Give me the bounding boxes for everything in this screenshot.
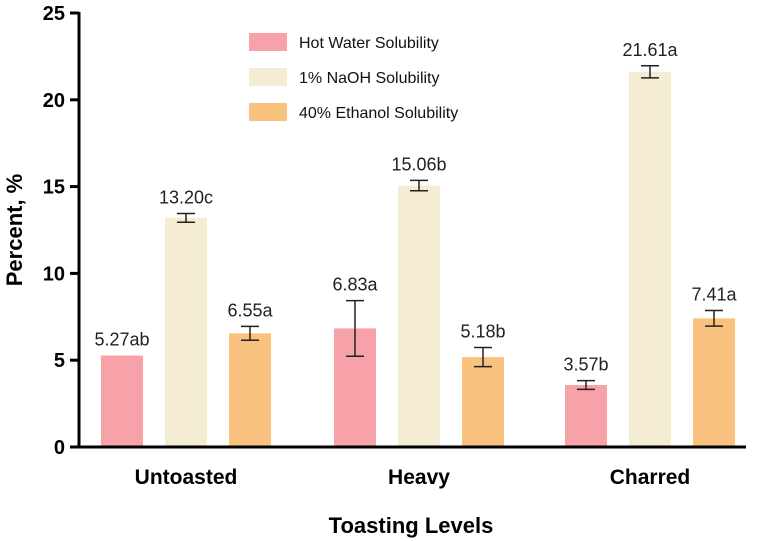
x-category-label: Untoasted [135, 466, 238, 489]
data-label: 6.83a [332, 275, 378, 295]
axes-layer [77, 12, 746, 449]
x-category-label: Charred [610, 466, 691, 489]
bar [629, 71, 671, 447]
bar [229, 333, 271, 447]
y-tick-label: 20 [43, 90, 65, 112]
y-tick-label: 15 [43, 177, 65, 199]
y-tick-label: 10 [43, 263, 65, 285]
legend-swatch [249, 33, 287, 51]
bar [398, 185, 440, 447]
x-category-label: Heavy [388, 466, 450, 489]
bar [565, 385, 607, 447]
y-axis-title: Percent, % [2, 174, 27, 287]
y-tick-label: 25 [43, 3, 65, 25]
legend: Hot Water Solubility 1% NaOH Solubility 40… [249, 33, 458, 122]
bar [693, 318, 735, 447]
x-axis-title: Toasting Levels [329, 513, 494, 538]
y-ticks: 0 5 10 15 20 25 [43, 3, 79, 459]
x-category-labels: Untoasted Heavy Charred [135, 466, 691, 489]
data-label: 5.27ab [94, 330, 149, 350]
y-tick-label: 5 [54, 350, 65, 372]
bar [101, 355, 143, 447]
data-label: 5.18b [460, 322, 505, 342]
legend-swatch [249, 103, 287, 121]
bar [462, 357, 504, 447]
legend-label: Hot Water Solubility [299, 35, 439, 52]
legend-label: 1% NaOH Solubility [299, 70, 440, 87]
data-label: 7.41a [691, 285, 737, 305]
bars-layer: 5.27ab 13.20c 6.55a 6.83a 15.06b 5.18b 3.57b 21… [94, 40, 738, 447]
data-label: 6.55a [227, 300, 273, 320]
data-label: 13.20c [159, 188, 213, 208]
data-label: 3.57b [563, 355, 608, 375]
y-tick-label: 0 [54, 437, 65, 459]
data-label: 15.06b [391, 154, 446, 174]
data-label: 21.61a [622, 40, 678, 60]
legend-label: 40% Ethanol Solubility [299, 105, 458, 122]
bar [165, 217, 207, 447]
legend-swatch [249, 68, 287, 86]
